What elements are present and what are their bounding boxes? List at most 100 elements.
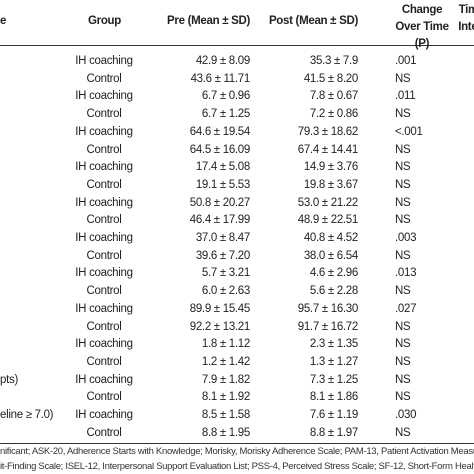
group-cell: Control xyxy=(86,285,122,298)
post-cell: 79.3 ± 18.62 xyxy=(297,125,359,138)
pre-cell: 64.6 ± 19.54 xyxy=(189,125,251,138)
p-cell: NS xyxy=(395,391,411,404)
p-cell: NS xyxy=(395,338,411,351)
p-cell: NS xyxy=(395,426,411,439)
pre-cell: 1.8 ± 1.12 xyxy=(201,338,250,351)
group-cell: IH coaching xyxy=(75,338,133,351)
p-cell: NS xyxy=(395,161,411,174)
footnote: nificant; ASK-20, Adherence Starts with … xyxy=(0,446,474,457)
group-cell: Control xyxy=(86,143,122,156)
p-cell: NS xyxy=(395,249,411,262)
post-cell: 95.7 ± 16.30 xyxy=(297,302,359,315)
group-cell: IH coaching xyxy=(75,55,133,67)
group-cell: IH coaching xyxy=(75,90,133,103)
p-cell: .003 xyxy=(395,232,417,244)
post-cell: 67.4 ± 14.41 xyxy=(297,143,359,156)
group-cell: Control xyxy=(86,426,122,439)
post-cell: 2.3 ± 1.35 xyxy=(309,338,358,351)
header-rule xyxy=(0,45,474,46)
p-cell: NS xyxy=(395,373,411,386)
p-cell: .013 xyxy=(395,267,417,280)
post-cell: 35.3 ± 7.9 xyxy=(309,55,358,67)
post-cell: 8.1 ± 1.86 xyxy=(309,391,358,404)
pre-cell: 92.2 ± 13.21 xyxy=(189,320,251,333)
post-cell: 5.6 ± 2.28 xyxy=(309,285,358,298)
column-header: Time × Interac xyxy=(458,4,474,33)
post-cell: 8.8 ± 1.97 xyxy=(309,426,358,439)
group-cell: IH coaching xyxy=(75,125,133,138)
post-cell: 7.2 ± 0.86 xyxy=(309,108,358,121)
p-cell: NS xyxy=(395,285,411,298)
post-cell: 14.9 ± 3.76 xyxy=(303,161,358,174)
pre-cell: 7.9 ± 1.82 xyxy=(201,373,250,386)
p-cell: .027 xyxy=(395,302,417,315)
p-cell: NS xyxy=(395,143,411,156)
p-cell: .001 xyxy=(395,55,417,67)
group-cell: Control xyxy=(86,108,122,121)
group-cell: Control xyxy=(86,320,122,333)
p-cell: NS xyxy=(395,355,411,368)
group-cell: Control xyxy=(86,214,122,227)
pre-cell: 46.4 ± 17.99 xyxy=(189,214,251,227)
post-cell: 7.8 ± 0.67 xyxy=(309,90,358,103)
pre-cell: 5.7 ± 3.21 xyxy=(201,267,250,280)
pre-cell: 64.5 ± 16.09 xyxy=(189,143,251,156)
group-cell: IH coaching xyxy=(75,302,133,315)
group-cell: Control xyxy=(86,72,122,85)
group-cell: Control xyxy=(86,355,122,368)
post-cell: 40.8 ± 4.52 xyxy=(303,232,358,244)
column-header: Change Over Time (P) xyxy=(395,4,449,50)
p-cell: NS xyxy=(395,196,411,209)
post-cell: 38.0 ± 6.54 xyxy=(303,249,358,262)
post-cell: 1.3 ± 1.27 xyxy=(309,355,358,368)
post-cell: 7.3 ± 1.25 xyxy=(309,373,358,386)
pre-cell: 17.4 ± 5.08 xyxy=(195,161,250,174)
post-cell: 48.9 ± 22.51 xyxy=(297,214,359,227)
pre-cell: 8.1 ± 1.92 xyxy=(201,391,250,404)
group-cell: Control xyxy=(86,178,122,191)
group-cell: IH coaching xyxy=(75,196,133,209)
column-header: Pre (Mean ± SD) xyxy=(167,15,250,27)
pre-cell: 42.9 ± 8.09 xyxy=(195,55,250,67)
group-cell: IH coaching xyxy=(75,373,133,386)
pre-cell: 8.5 ± 1.58 xyxy=(201,409,250,421)
row-label: pts) xyxy=(0,373,18,386)
pre-cell: 8.8 ± 1.95 xyxy=(201,426,250,439)
group-cell: Control xyxy=(86,249,122,262)
post-cell: 91.7 ± 16.72 xyxy=(297,320,359,333)
p-cell: .030 xyxy=(395,409,417,421)
pre-cell: 39.6 ± 7.20 xyxy=(195,249,250,262)
column-header: Post (Mean ± SD) xyxy=(268,15,358,27)
p-cell: NS xyxy=(395,72,411,85)
pre-cell: 19.1 ± 5.53 xyxy=(195,178,250,191)
p-cell: .011 xyxy=(395,90,416,103)
post-cell: 53.0 ± 21.22 xyxy=(297,196,359,209)
p-cell: NS xyxy=(395,178,411,191)
pre-cell: 1.2 ± 1.42 xyxy=(201,355,250,368)
pre-cell: 6.7 ± 0.96 xyxy=(201,90,250,103)
group-cell: IH coaching xyxy=(75,232,133,244)
p-cell: <.001 xyxy=(395,125,423,138)
p-cell: NS xyxy=(395,108,411,121)
p-cell: NS xyxy=(395,320,411,333)
footnote: it-Finding Scale; ISEL-12, Interpersonal… xyxy=(0,461,474,472)
bottom-rule xyxy=(0,443,474,444)
pre-cell: 6.7 ± 1.25 xyxy=(201,108,250,121)
row-label: eline ≥ 7.0) xyxy=(0,409,54,421)
pre-cell: 37.0 ± 8.47 xyxy=(195,232,250,244)
pre-cell: 43.6 ± 11.71 xyxy=(190,72,251,85)
column-header: Group xyxy=(88,15,121,27)
pre-cell: 6.0 ± 2.63 xyxy=(201,285,250,298)
group-cell: Control xyxy=(86,391,122,404)
pre-cell: 50.8 ± 20.27 xyxy=(189,196,251,209)
group-cell: IH coaching xyxy=(75,409,133,421)
group-cell: IH coaching xyxy=(75,267,133,280)
post-cell: 4.6 ± 2.96 xyxy=(309,267,358,280)
post-cell: 7.6 ± 1.19 xyxy=(309,409,358,421)
pre-cell: 89.9 ± 15.45 xyxy=(189,302,251,315)
post-cell: 19.8 ± 3.67 xyxy=(303,178,358,191)
column-header: e xyxy=(0,15,7,27)
post-cell: 41.5 ± 8.20 xyxy=(303,72,358,85)
p-cell: NS xyxy=(395,214,411,227)
